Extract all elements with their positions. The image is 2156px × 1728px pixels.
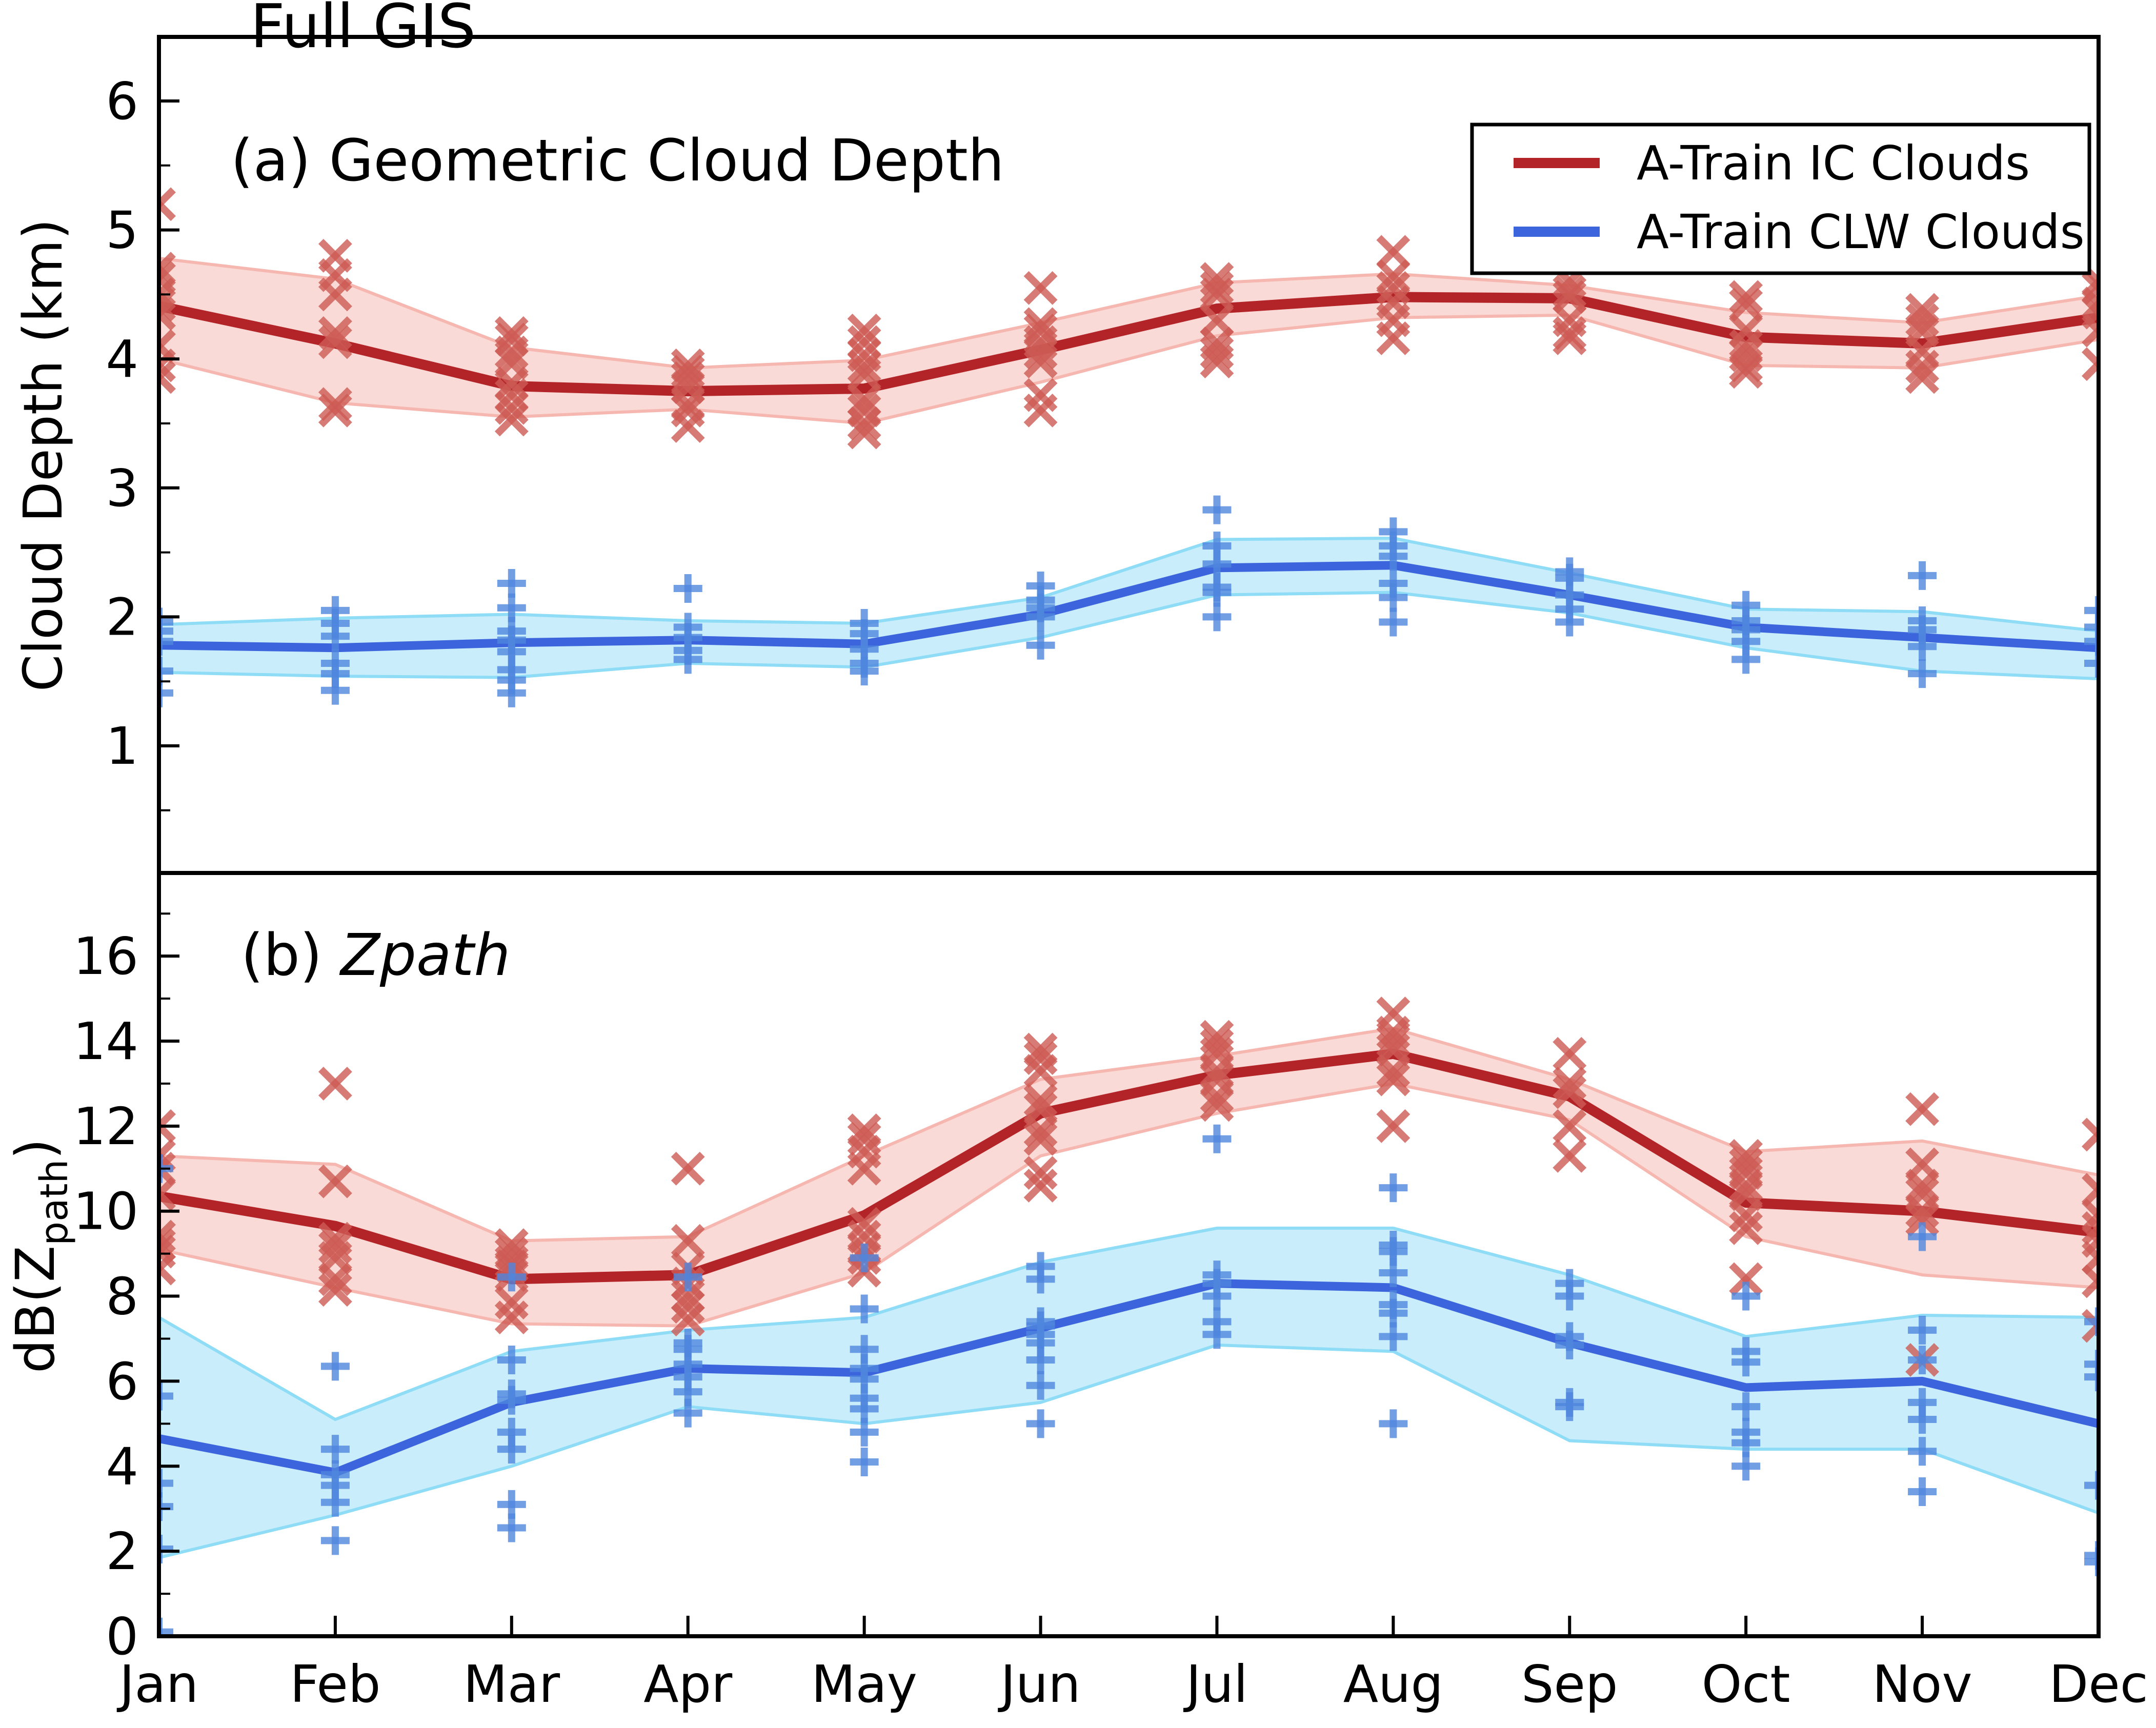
uncertainty-band bbox=[159, 258, 2099, 423]
y-tick-label: 1 bbox=[106, 716, 138, 776]
x-tick-label: Oct bbox=[1702, 1654, 1790, 1714]
panel-b-label: (b) Zpath bbox=[241, 922, 510, 989]
x-tick-label: Mar bbox=[463, 1654, 560, 1714]
y-tick-label: 4 bbox=[106, 329, 138, 389]
y-tick-label: 16 bbox=[73, 926, 138, 986]
uncertainty-band bbox=[159, 538, 2099, 679]
panel-b-ylabel: dB(Zpath) bbox=[4, 1139, 76, 1373]
scatter-plus-markers bbox=[159, 495, 2099, 707]
x-tick-label: Jun bbox=[997, 1654, 1080, 1714]
x-axis-ticks: Jan Feb Mar Apr May Jun Jul Aug Sep Oct Nov Dec bbox=[116, 1616, 2148, 1714]
mean-line bbox=[159, 1279, 2099, 1477]
plot-area-0 bbox=[159, 187, 2099, 707]
x-tick-label: Dec bbox=[2049, 1654, 2148, 1714]
y-tick-label: 12 bbox=[73, 1096, 138, 1156]
x-tick-label: Sep bbox=[1521, 1654, 1618, 1714]
panel-a-ylabel: Cloud Depth (km) bbox=[12, 219, 74, 692]
mean-line bbox=[159, 561, 2099, 653]
legend-label-ic: A-Train IC Clouds bbox=[1637, 136, 2030, 191]
uncertainty-band bbox=[159, 1028, 2099, 1326]
x-tick-label: Feb bbox=[290, 1654, 380, 1714]
legend-entry-clw-clouds: A-Train CLW Clouds bbox=[1514, 205, 2085, 259]
legend: A-Train IC Clouds A-Train CLW Clouds bbox=[1470, 123, 2091, 275]
y-tick-label: 8 bbox=[106, 1267, 138, 1327]
y-tick-label: 2 bbox=[106, 1521, 138, 1581]
y-axis-ticks: 0 2 4 6 8 10 12 14 16 bbox=[73, 912, 179, 1666]
y-tick-label: 6 bbox=[106, 71, 138, 131]
figure-title: Full GIS bbox=[250, 0, 476, 62]
x-tick-label: May bbox=[811, 1654, 917, 1714]
x-tick-label: Jan bbox=[116, 1654, 198, 1714]
mean-line bbox=[159, 292, 2099, 397]
x-tick-label: Apr bbox=[643, 1654, 733, 1714]
panel-a-label: (a) Geometric Cloud Depth bbox=[231, 128, 1004, 194]
legend-entry-ic-clouds: A-Train IC Clouds bbox=[1514, 136, 2030, 191]
legend-label-clw: A-Train CLW Clouds bbox=[1637, 205, 2085, 259]
y-tick-label: 6 bbox=[106, 1351, 138, 1411]
uncertainty-band bbox=[159, 1228, 2099, 1558]
panel-a-geometric-cloud-depth: 1 2 3 4 5 6 bbox=[106, 35, 2101, 875]
scatter-plus-markers bbox=[159, 1124, 2099, 1636]
y-tick-label: 10 bbox=[73, 1182, 138, 1242]
y-tick-label: 4 bbox=[106, 1436, 138, 1496]
y-tick-label: 2 bbox=[106, 587, 138, 647]
legend-box bbox=[1470, 123, 2091, 275]
y-tick-label: 3 bbox=[106, 458, 138, 518]
scatter-x-markers bbox=[159, 997, 2099, 1377]
x-tick-label: Aug bbox=[1343, 1654, 1443, 1714]
y-tick-label: 14 bbox=[73, 1011, 138, 1071]
plot-area-1 bbox=[159, 997, 2099, 1636]
mean-line bbox=[159, 1048, 2099, 1285]
y-tick-label: 0 bbox=[106, 1607, 138, 1666]
x-tick-label: Jul bbox=[1183, 1654, 1248, 1714]
panel-b-zpath: 0 2 4 6 8 10 12 14 16 Jan Feb Mar Apr May Jun Jul Aug Sep… bbox=[73, 871, 2148, 1714]
y-axis-ticks: 1 2 3 4 5 6 bbox=[106, 71, 179, 811]
x-tick-label: Nov bbox=[1872, 1654, 1972, 1714]
y-tick-label: 5 bbox=[106, 200, 138, 260]
